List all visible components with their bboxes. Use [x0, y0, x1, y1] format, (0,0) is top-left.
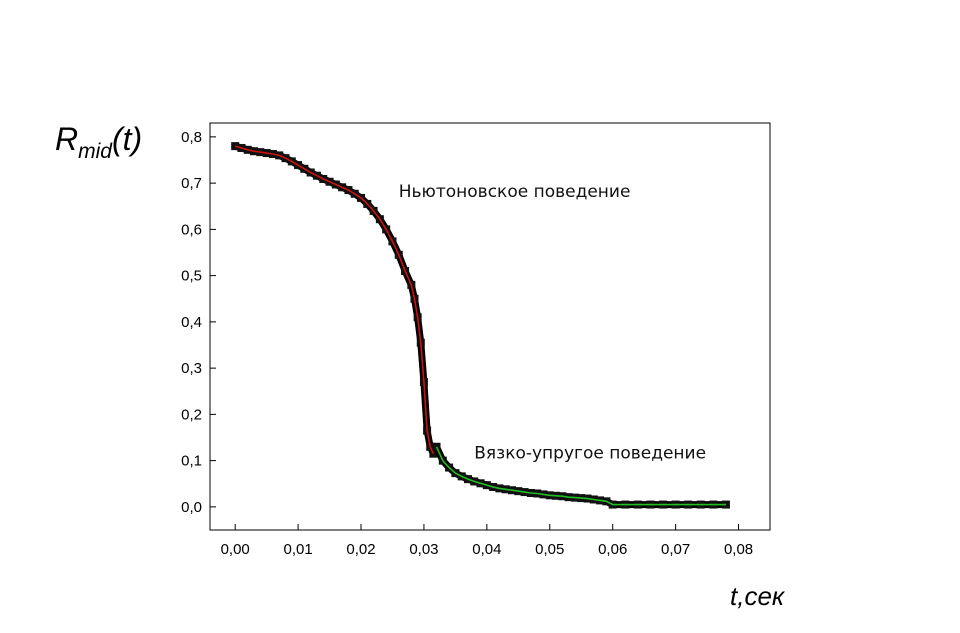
x-tick-label: 0,08: [724, 541, 753, 558]
y-tick-label: 0,8: [181, 129, 202, 146]
y-tick-label: 0,7: [181, 175, 202, 192]
annotations: Ньютоновское поведение Вязко-упругое пове…: [399, 182, 706, 463]
y-tick-label: 0,3: [181, 360, 202, 377]
y-tick-label: 0,5: [181, 268, 202, 285]
series-layer: [231, 142, 730, 509]
annotation: Ньютоновское поведение: [399, 182, 631, 202]
x-axis: 0,00 0,01 0,02 0,03 0,04 0,05 0,06 0,07 0,08: [221, 524, 753, 558]
y-axis-label: Rmid(t): [55, 121, 142, 163]
x-tick-label: 0,01: [283, 541, 312, 558]
x-tick-label: 0,02: [346, 541, 375, 558]
x-tick-label: 0,07: [661, 541, 690, 558]
data-point: [432, 442, 441, 451]
x-tick-label: 0,03: [409, 541, 438, 558]
y-tick-label: 0,2: [181, 406, 202, 423]
series-1-line: [435, 446, 726, 506]
y-tick-label: 0,4: [181, 314, 202, 331]
plot-frame: [209, 122, 771, 531]
x-tick-label: 0,00: [221, 541, 250, 558]
y-tick-label: 0,0: [181, 499, 202, 516]
x-tick-label: 0,06: [598, 541, 627, 558]
x-tick-label: 0,05: [535, 541, 564, 558]
x-tick-label: 0,04: [472, 541, 501, 558]
data-point: [231, 142, 240, 151]
series-0-line: [234, 145, 435, 455]
y-tick-label: 0,1: [181, 453, 202, 470]
y-axis: 0,0 0,1 0,2 0,3 0,4 0,5 0,6 0,7 0,8: [181, 129, 216, 516]
x-axis-label: t,сек: [730, 581, 786, 611]
y-tick-label: 0,6: [181, 221, 202, 238]
annotation: Вязко-упругое поведение: [474, 443, 706, 463]
